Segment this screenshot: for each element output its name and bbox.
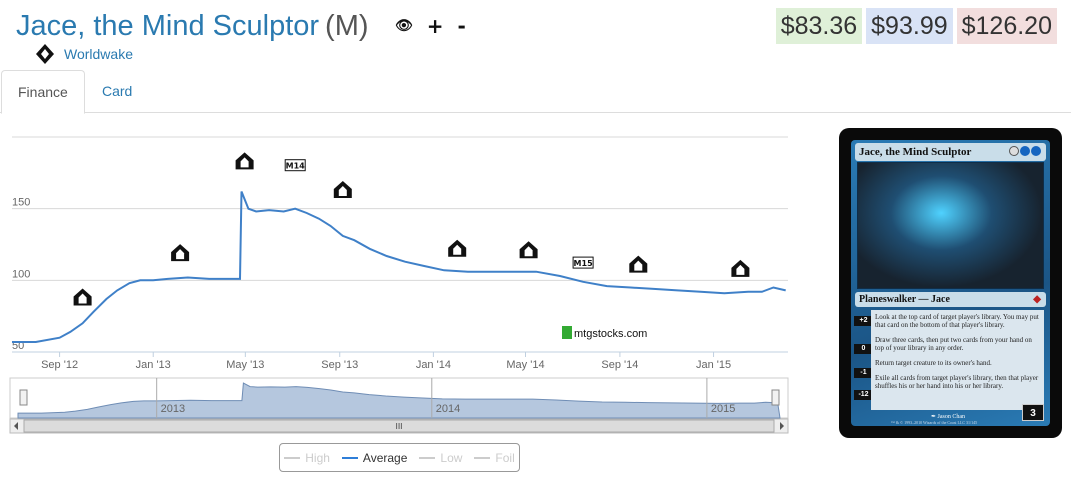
card-rarity: (M) [325,10,369,42]
legend-foil[interactable]: Foil [474,450,515,465]
navigator-scroll-thumb[interactable] [23,419,775,433]
loyalty-plus2: +2 [854,316,873,326]
legend-low[interactable]: Low [419,451,462,465]
set-symbol-fate-reforged [731,259,750,277]
tab-bar: Finance Card [0,70,1071,114]
legend-high-swatch [284,456,301,459]
mana-cost [1008,146,1041,160]
x-tick-label: Jan '13 [136,359,171,371]
watermark-text: mtgstocks.com [574,328,647,340]
card-copyright: ™ & © 1993–2010 Wizards of the Coast LLC… [891,420,978,425]
worldwake-icon [36,44,54,64]
loyalty-minus12: -12 [854,390,873,400]
set-symbol-dragons-maze [235,152,254,170]
x-tick-label: Sep '14 [601,359,638,371]
ability-3: Return target creature to its owner's ha… [875,359,992,367]
navigator-year-label: 2013 [161,403,185,415]
card-art [857,162,1044,289]
y-tick-label: 100 [12,268,30,280]
blue-mana-icon [1020,146,1030,156]
watch-eye-icon[interactable]: 👁 [395,18,413,34]
card-image: Jace, the Mind Sculptor Planeswalker — J… [839,128,1062,438]
price-low: $83.36 [775,8,863,44]
card-rules-text: Look at the top card of target player's … [871,310,1044,410]
card-type-text: Planeswalker — Jace [859,294,950,305]
card-title: Jace, the Mind Sculptor (M) [16,8,369,44]
starting-loyalty: 3 [1022,404,1044,421]
x-tick-label: Sep '13 [321,359,358,371]
legend-high-label: High [305,450,330,465]
set-symbol-born-of-the-gods [448,239,467,257]
tab-card[interactable]: Card [102,83,133,99]
legend-average-swatch [341,456,358,459]
add-plus-button[interactable]: + [426,14,444,38]
chart-grid [12,136,788,353]
x-tick-label: May '14 [506,359,544,371]
set-symbol-khans-of-tarkir [629,255,648,273]
ability-1: Look at the top card of target player's … [875,313,1039,329]
set-symbol-journey-into-nyx [519,241,538,259]
card-type-line: Planeswalker — Jace ◆ [855,292,1046,307]
set-symbol-gatecrash [171,244,190,262]
legend-average-label: Average [362,450,408,465]
x-tick-label: May '13 [226,359,264,371]
navigator-left-handle[interactable] [19,389,28,406]
set-markers: M14 M15 [73,152,750,306]
x-axis-labels: Sep '12 Jan '13 May '13 Sep '13 Jan '14 May '… [12,351,788,371]
card-name: Jace, the Mind Sculptor [16,10,320,42]
worldwake-symbol-icon: ◆ [1033,294,1041,305]
x-tick-label: Jan '14 [416,359,451,371]
generic-mana-icon [1009,146,1019,156]
ability-4: Exile all cards from target player's lib… [875,374,1039,390]
set-symbol-return-to-ravnica [73,288,92,306]
chart-legend: High Average Low Foil [279,443,520,472]
legend-low-label: Low [440,450,463,465]
card-artist: ✒ Jason Chan [931,414,966,420]
tab-finance[interactable]: Finance [1,70,85,114]
legend-foil-swatch [474,456,491,459]
set-symbol-theros [333,181,352,198]
scroll-thumb-grip: III [395,422,402,431]
x-tick-label: Jan '15 [696,359,731,371]
set-symbol-m15: M15 [572,256,594,269]
set-row: Worldwake [36,44,133,64]
legend-average[interactable]: Average [341,450,408,465]
navigator-year-label: 2014 [436,403,460,415]
loyalty-zero: 0 [854,344,873,354]
scroll-right-arrow-icon[interactable] [780,422,784,430]
set-link[interactable]: Worldwake [64,46,133,62]
mtgstocks-logo-icon [562,326,572,339]
navigator-year-label: 2015 [711,403,735,415]
card-image-name: Jace, the Mind Sculptor [855,143,1046,161]
average-line [12,191,786,343]
price-boxes: $83.36 $93.99 $126.20 [775,8,1057,44]
y-tick-label: 150 [12,197,30,209]
blue-mana-icon [1031,146,1041,156]
mtgstocks-watermark: mtgstocks.com [562,326,647,340]
set-symbol-m14: M14 [284,159,306,172]
remove-minus-button[interactable]: - [457,14,466,38]
card-face: Jace, the Mind Sculptor Planeswalker — J… [851,140,1050,426]
card-image-name-text: Jace, the Mind Sculptor [859,146,972,158]
legend-low-swatch [419,456,436,459]
chart-navigator: 2013 2014 2015 III [9,377,789,434]
loyalty-minus1: -1 [854,368,873,378]
price-average: $93.99 [866,8,953,44]
x-tick-label: Sep '12 [41,359,78,371]
price-high: $126.20 [956,8,1057,44]
navigator-right-handle[interactable] [771,389,780,406]
svg-text:M14: M14 [286,162,306,171]
scroll-left-arrow-icon[interactable] [14,422,18,430]
average-series [12,191,786,343]
title-actions: 👁 + - [395,14,466,38]
ability-2: Draw three cards, then put two cards fro… [875,336,1032,352]
legend-foil-label: Foil [495,450,515,465]
legend-high[interactable]: High [284,451,330,465]
svg-text:M15: M15 [574,259,594,268]
navigator-area [17,382,781,419]
